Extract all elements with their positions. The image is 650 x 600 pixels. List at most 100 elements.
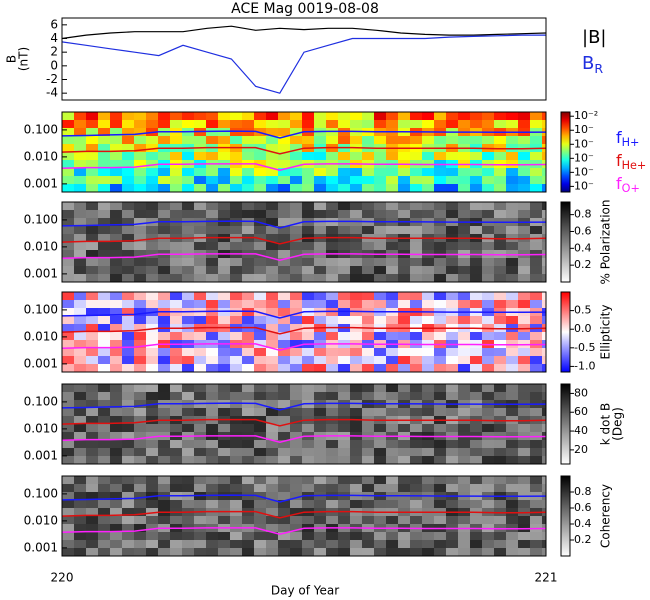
colorbar-tick-label: 10⁻ <box>574 123 594 136</box>
spectrogram-cell <box>338 242 350 250</box>
spectrogram-cell <box>434 210 446 218</box>
spectrogram-cell <box>506 476 518 484</box>
spectrogram-cell <box>266 484 278 492</box>
spectrogram-cell <box>362 532 374 540</box>
spectrogram-cell <box>542 168 546 176</box>
spectrogram-cell <box>458 448 470 456</box>
spectrogram-cell <box>278 432 290 440</box>
spectrogram-cell <box>530 300 542 308</box>
spectrogram-cell <box>482 226 494 234</box>
colorbar-tick-label: 10⁻ <box>574 137 594 150</box>
spectrogram-cell <box>194 152 206 160</box>
spectrogram-cell <box>410 548 422 556</box>
spectrogram-cell <box>530 332 542 340</box>
spectrogram-cell <box>326 242 338 250</box>
spectrogram-cell <box>470 392 482 400</box>
spectrogram-cell <box>230 424 242 432</box>
spectrogram-cell <box>74 508 86 516</box>
spectrogram <box>62 476 546 556</box>
spectrogram-cell <box>254 136 266 144</box>
spectrogram-cell <box>146 348 158 356</box>
spectrogram-cell <box>254 266 266 274</box>
spectrogram-cell <box>506 424 518 432</box>
spectrogram-cell <box>62 316 74 324</box>
spectrogram-cell <box>518 476 530 484</box>
spectrogram-cell <box>218 500 230 508</box>
spectrogram-cell <box>170 500 182 508</box>
spectrogram-cell <box>482 202 494 210</box>
spectrogram-cell <box>266 392 278 400</box>
spectrogram-cell <box>314 356 326 364</box>
spectrogram-cell <box>182 152 194 160</box>
spectrogram-cell <box>122 242 134 250</box>
spectrogram-cell <box>422 384 434 392</box>
spectrogram-cell <box>362 440 374 448</box>
spectrogram-cell <box>290 184 302 192</box>
spectrogram-cell <box>494 120 506 128</box>
spectrogram-cell <box>74 218 86 226</box>
spectrogram-cell <box>74 160 86 168</box>
spectrogram-cell <box>482 274 494 282</box>
spectrogram-cell <box>254 484 266 492</box>
spectrogram-cell <box>422 408 434 416</box>
spectrogram-cell <box>278 234 290 242</box>
spectrogram-cell <box>206 258 218 266</box>
spectrogram-cell <box>362 424 374 432</box>
spectrogram-cell <box>374 448 386 456</box>
spectrogram-cell <box>170 548 182 556</box>
spectrogram-cell <box>158 356 170 364</box>
spectrogram-cell <box>506 258 518 266</box>
spectrogram-cell <box>410 440 422 448</box>
spectrogram-cell <box>290 234 302 242</box>
spectrogram-cell <box>158 364 170 372</box>
spectrogram-cell <box>350 532 362 540</box>
spectrogram-cell <box>62 540 74 548</box>
spectrogram-cell <box>62 300 74 308</box>
spectrogram-cell <box>194 364 206 372</box>
spectrogram-cell <box>206 202 218 210</box>
spectrogram-cell <box>158 292 170 300</box>
spectrogram-cell <box>326 484 338 492</box>
spectrogram-cell <box>374 226 386 234</box>
spectrogram-cell <box>530 424 542 432</box>
spectrogram-cell <box>302 120 314 128</box>
spectrogram-cell <box>278 456 290 464</box>
spectrogram-cell <box>266 492 278 500</box>
plot-frame <box>61 17 547 101</box>
y-tick-label: 2 <box>50 45 58 59</box>
spectrogram-cell <box>74 456 86 464</box>
spectrogram-cell <box>62 484 74 492</box>
spectrogram-cell <box>518 424 530 432</box>
spectrogram-cell <box>122 258 134 266</box>
spectrogram-cell <box>542 424 546 432</box>
spectrogram-cell <box>326 176 338 184</box>
spectrogram-cell <box>86 356 98 364</box>
spectrogram-cell <box>158 226 170 234</box>
spectrogram-cell <box>482 184 494 192</box>
spectrogram-cell <box>134 432 146 440</box>
spectrogram-cell <box>194 440 206 448</box>
spectrogram-cell <box>122 136 134 144</box>
spectrogram-cell <box>146 516 158 524</box>
spectrogram-cell <box>278 316 290 324</box>
colorbar-label: Coherency <box>599 484 613 548</box>
spectrogram-cell <box>494 484 506 492</box>
spectrogram-cell <box>86 364 98 372</box>
spectrogram-cell <box>350 540 362 548</box>
spectrogram-cell <box>266 500 278 508</box>
spectrogram-cell <box>170 364 182 372</box>
spectrogram-cell <box>350 184 362 192</box>
spectrogram-cell <box>530 184 542 192</box>
spectrogram-cell <box>482 300 494 308</box>
spectrogram-cell <box>386 408 398 416</box>
spectrogram-cell <box>74 400 86 408</box>
spectrogram-cell <box>338 300 350 308</box>
spectrogram-cell <box>74 308 86 316</box>
spectrogram-cell <box>434 384 446 392</box>
spectrogram-cell <box>506 340 518 348</box>
spectrogram-cell <box>146 210 158 218</box>
spectrogram-cell <box>242 440 254 448</box>
spectrogram-cell <box>194 516 206 524</box>
spectrogram-cell <box>194 316 206 324</box>
spectrogram-cell <box>530 392 542 400</box>
